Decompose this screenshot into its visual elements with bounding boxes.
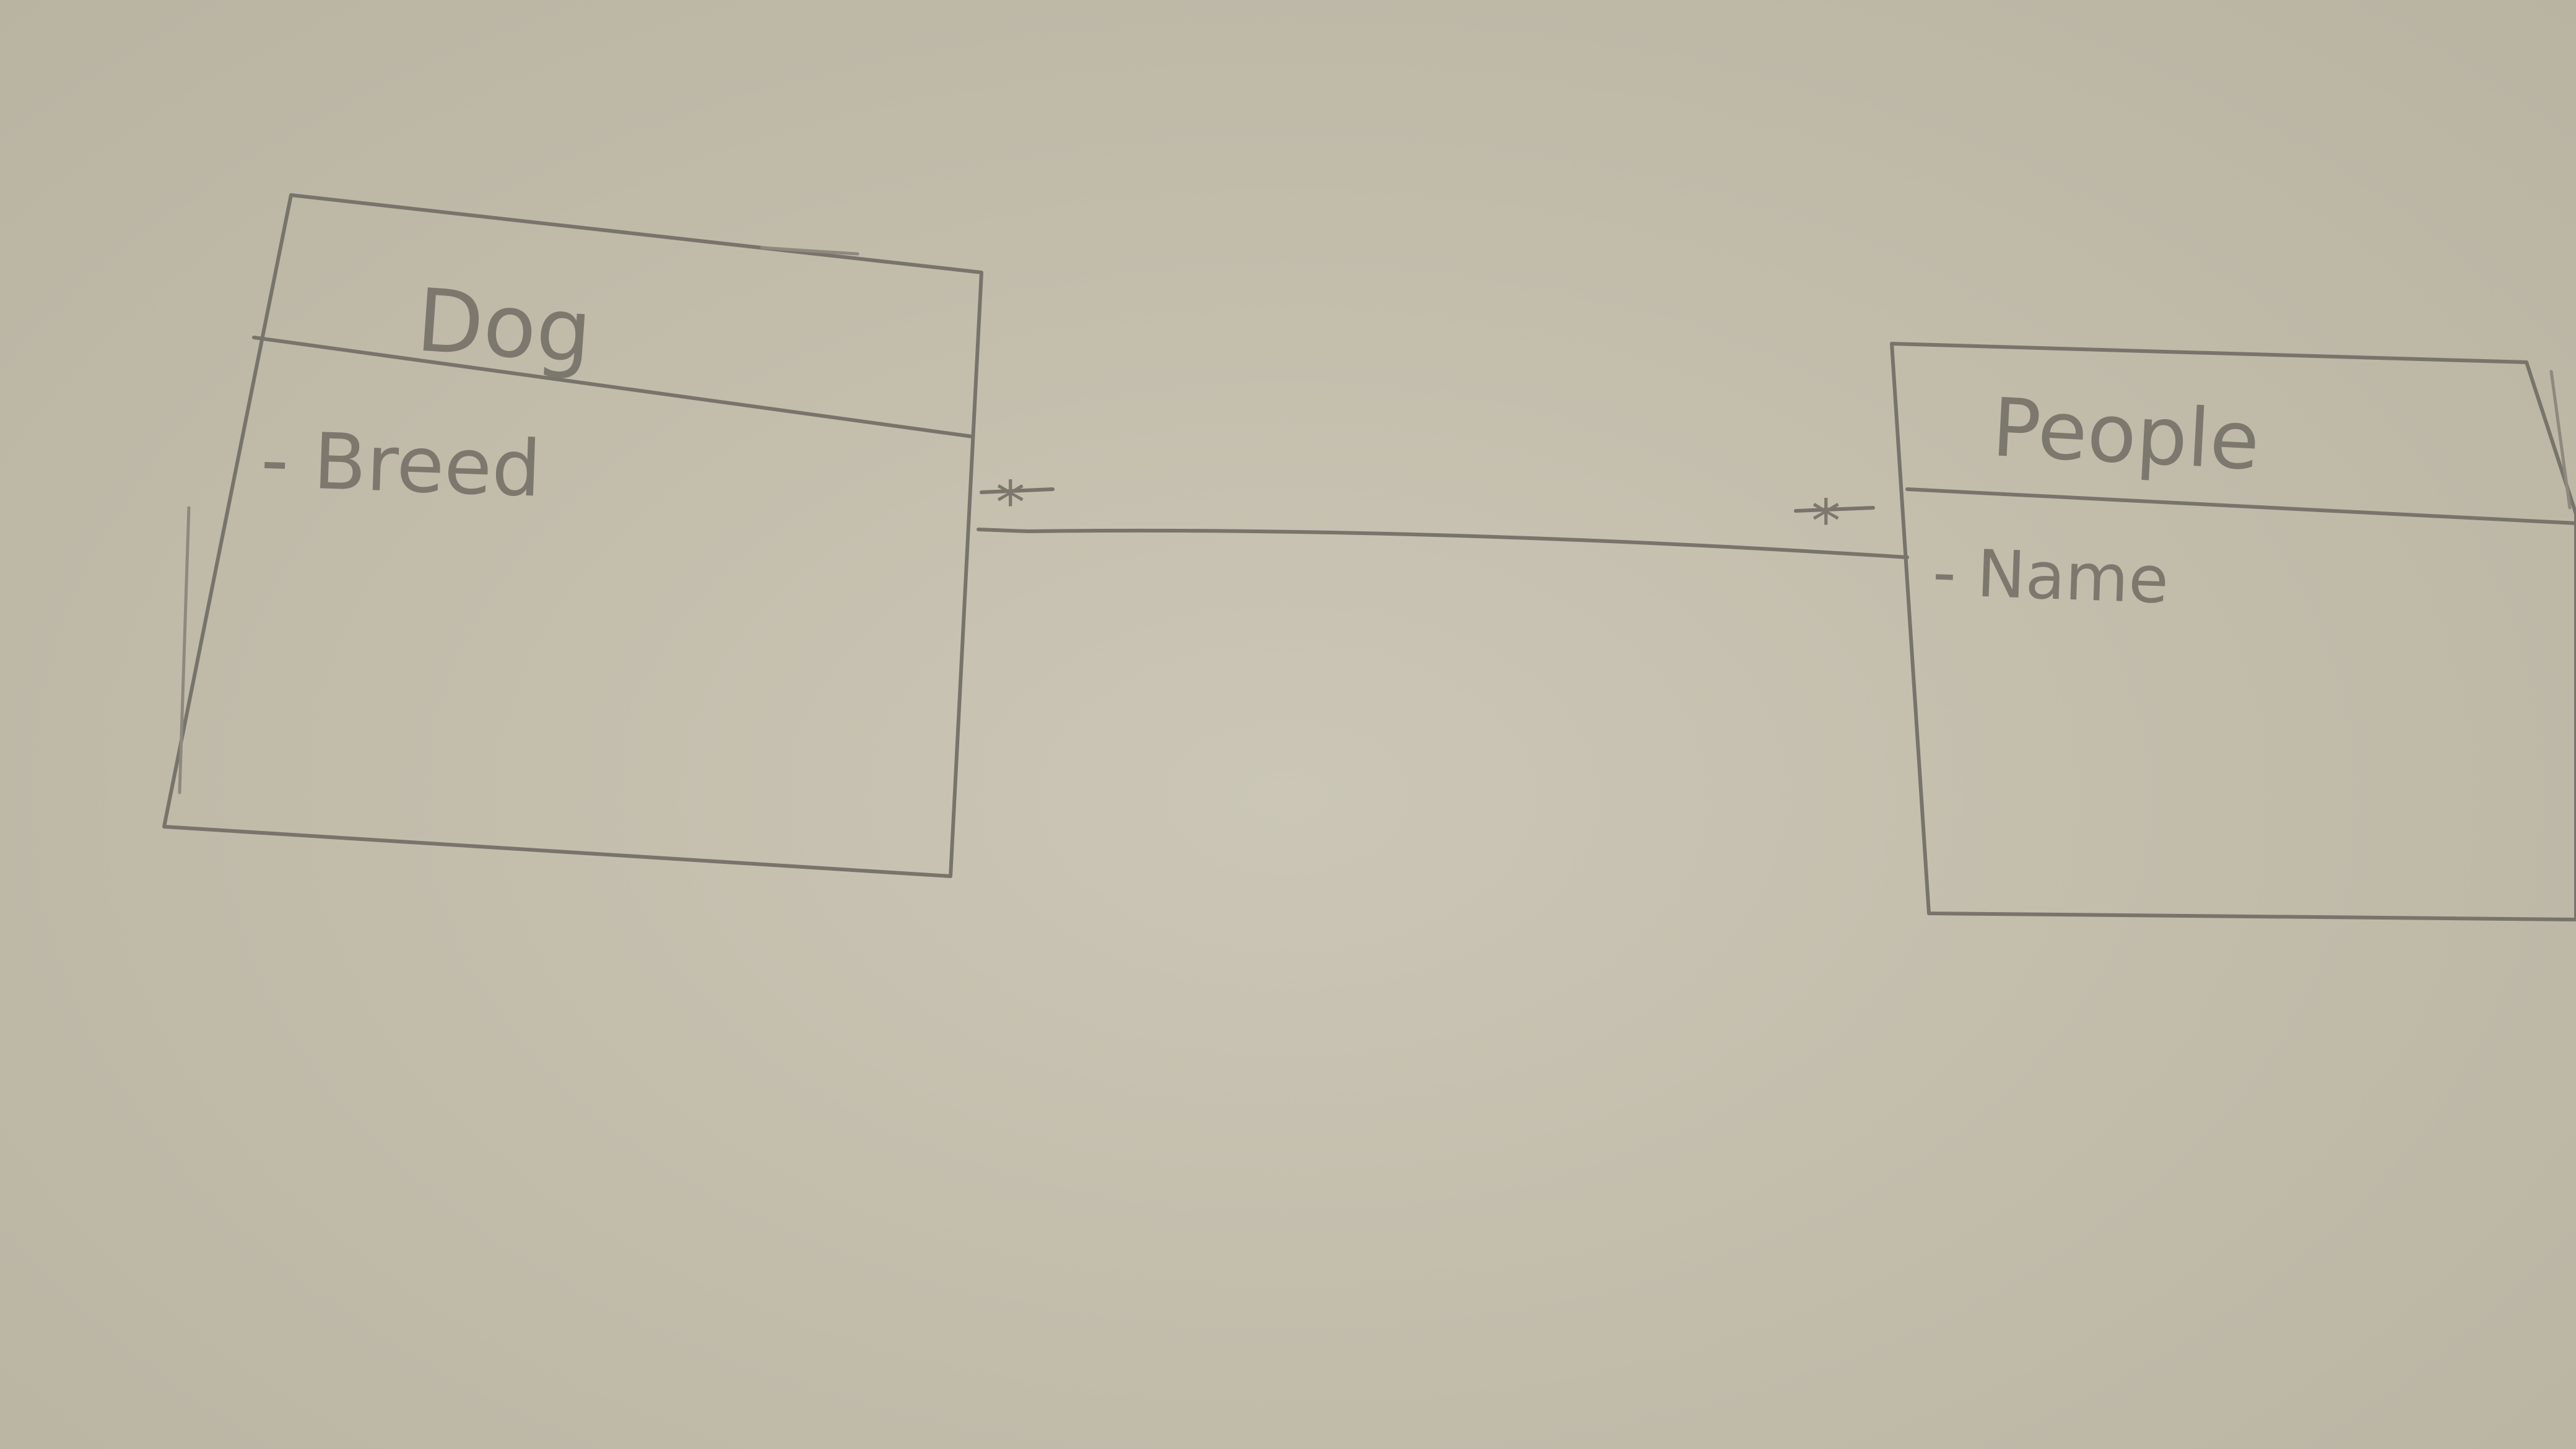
entity-people-title: People: [1990, 380, 2261, 488]
entity-dog[interactable]: Dog - Breed: [162, 193, 983, 878]
entity-dog-attribute-breed: - Breed: [259, 415, 542, 515]
multiplicity-people-label: *: [1811, 488, 1841, 556]
entity-people[interactable]: People - Name: [1890, 342, 2576, 921]
multiplicity-people-side: *: [1794, 488, 1875, 556]
entity-dog-title: Dog: [414, 270, 595, 383]
entity-dog-top-edge-sketch: [760, 246, 859, 256]
entity-people-attribute-name: - Name: [1931, 534, 2170, 618]
entity-people-header-divider: [1905, 487, 2576, 525]
entity-dog-header-divider: [252, 336, 974, 438]
multiplicity-dog-side: *: [980, 469, 1055, 537]
association-dog-people[interactable]: * *: [977, 469, 1909, 559]
association-line: [977, 528, 1909, 559]
entity-dog-outline: [162, 193, 983, 878]
multiplicity-dog-label: *: [996, 469, 1025, 537]
entity-people-outline: [1890, 342, 2576, 921]
entity-dog-left-edge-sketch: [178, 506, 191, 794]
entity-people-right-edge-sketch: [2549, 370, 2572, 510]
